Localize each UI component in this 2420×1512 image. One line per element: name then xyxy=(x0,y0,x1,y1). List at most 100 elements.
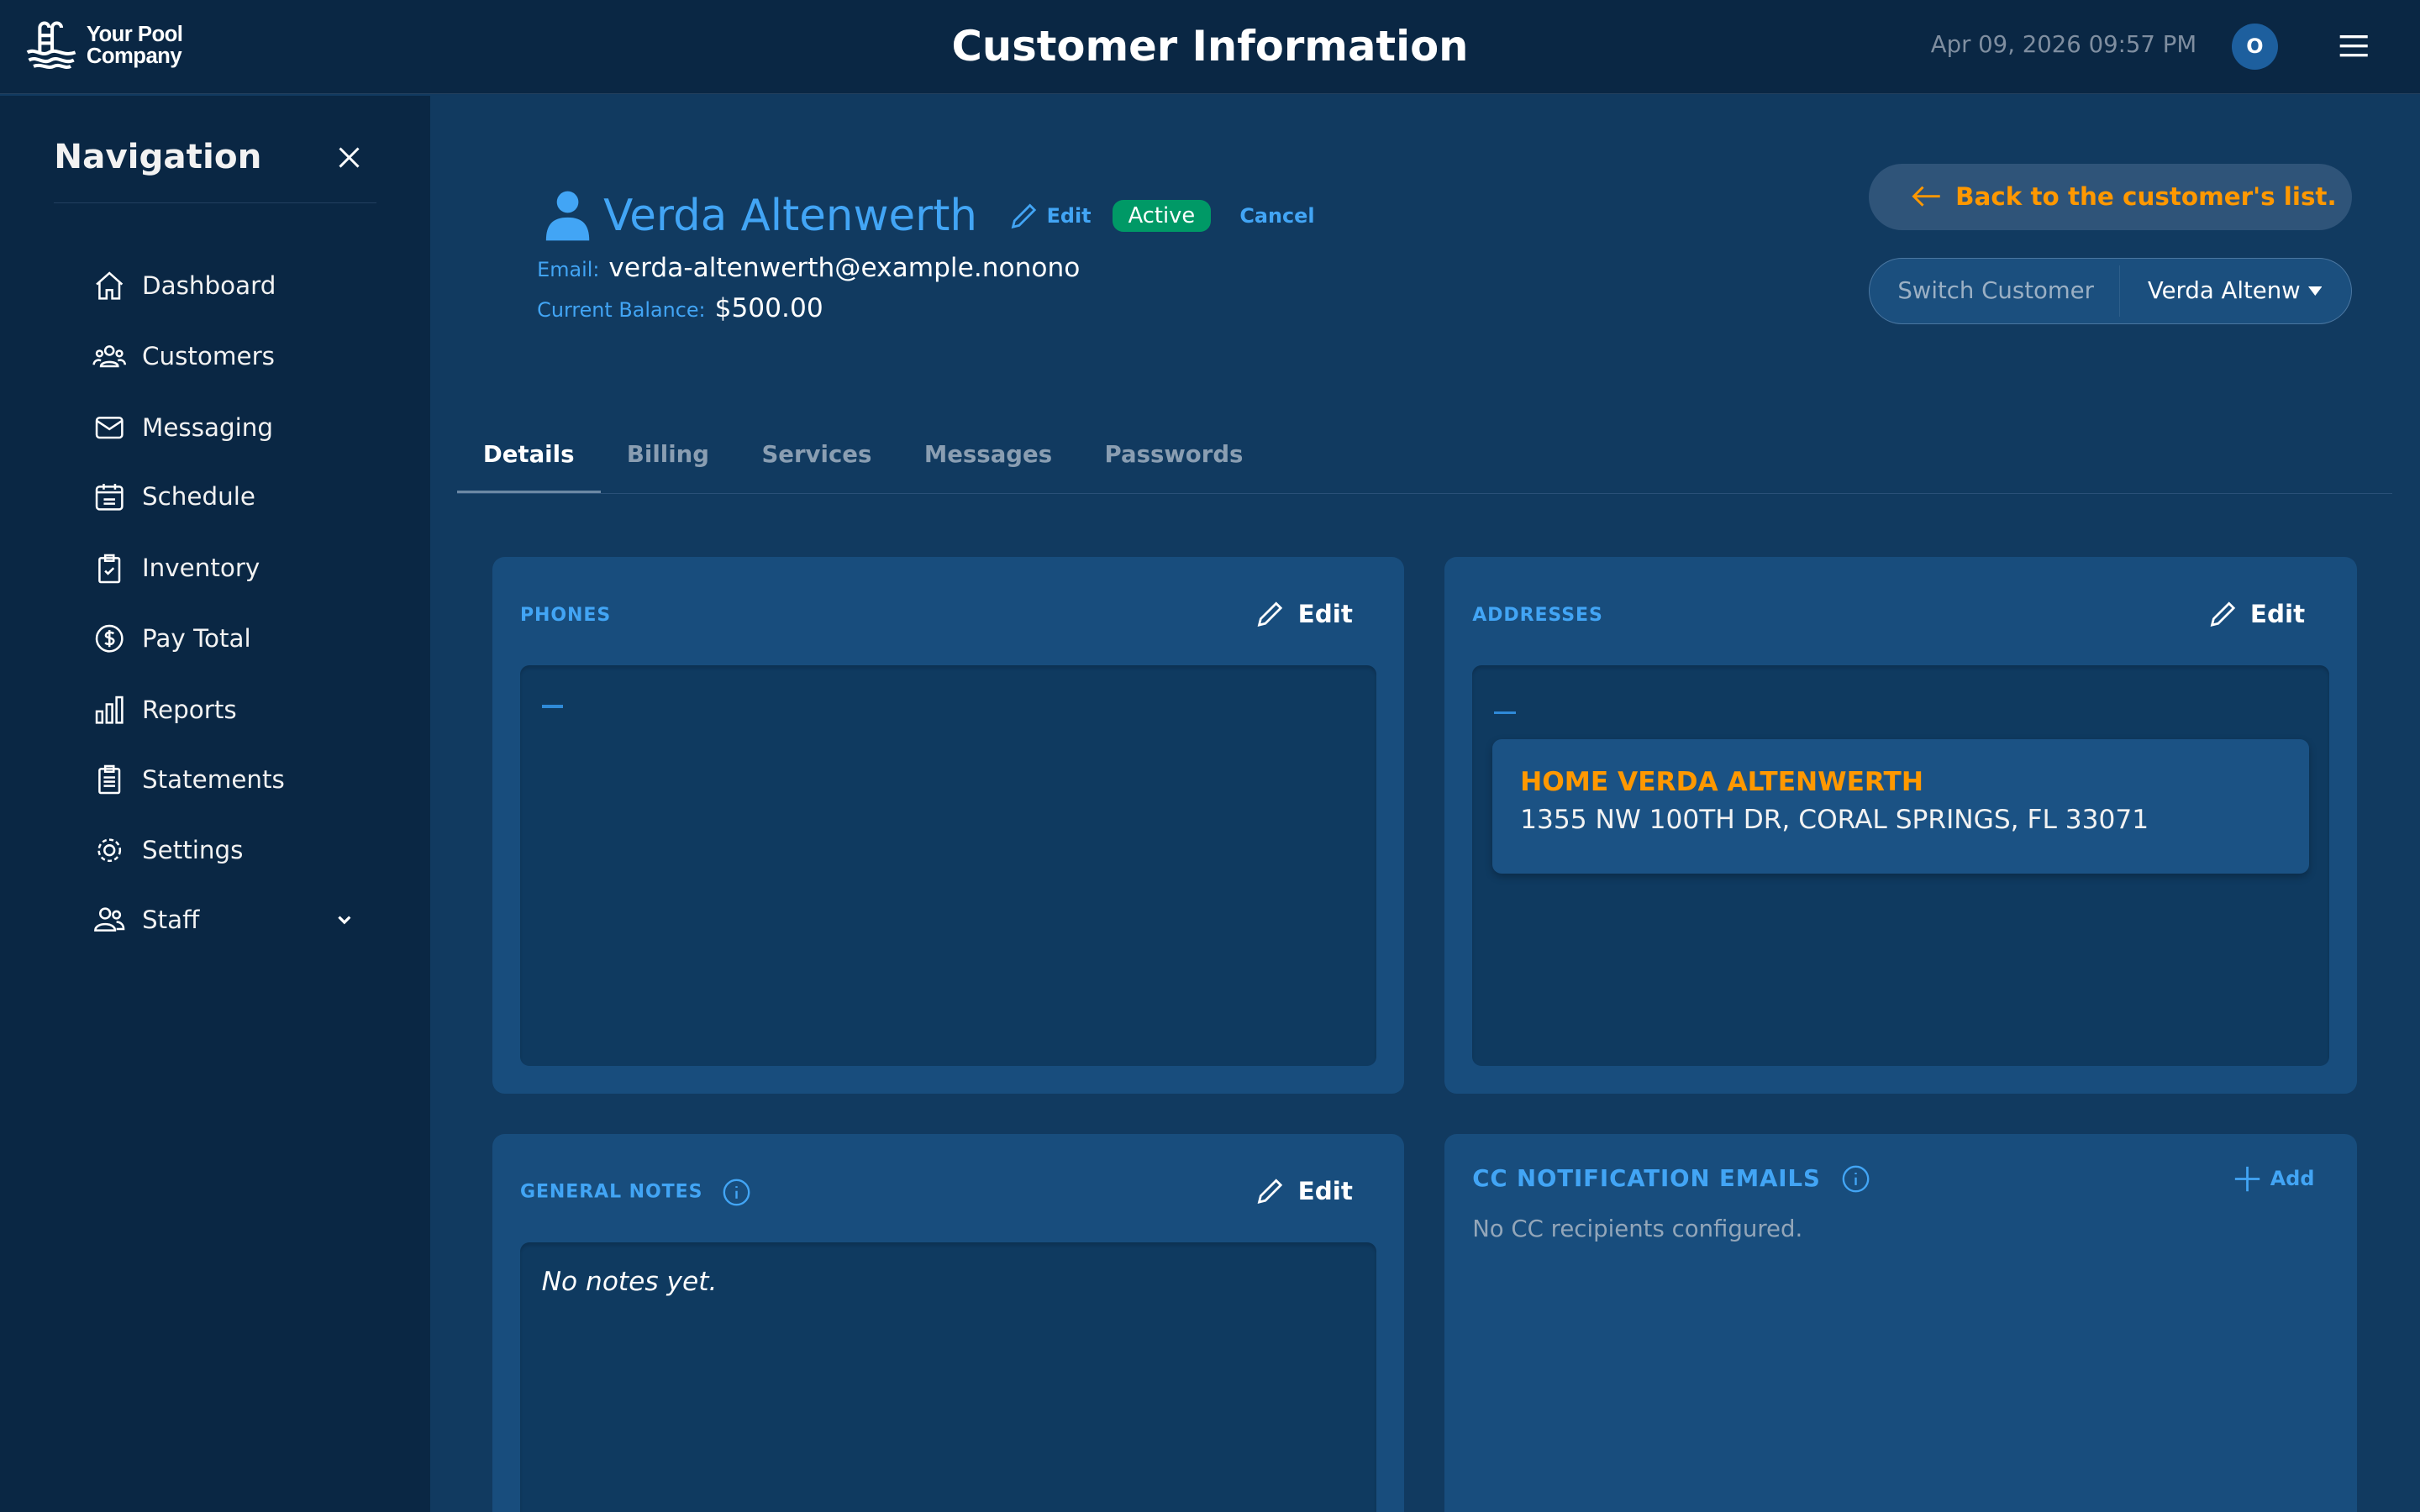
sidebar-item-label: Reports xyxy=(141,695,237,724)
mail-icon xyxy=(95,416,124,438)
email-label: Email: xyxy=(537,258,600,282)
calendar-icon xyxy=(95,484,124,511)
add-cc-button[interactable]: Add xyxy=(2233,1165,2315,1193)
chevron-down-icon[interactable] xyxy=(334,909,355,931)
user-icon xyxy=(546,191,590,241)
add-label: Add xyxy=(2270,1167,2315,1191)
main-content: Verda Altenwerth Edit Active Cancel Emai… xyxy=(430,96,2420,1512)
phones-title: PHONES xyxy=(519,604,612,626)
caret-down-icon xyxy=(2307,286,2323,296)
edit-label: Edit xyxy=(1046,204,1092,228)
sidebar-item-inventory[interactable]: Inventory xyxy=(92,544,355,591)
home-icon xyxy=(96,270,124,300)
empty-dash xyxy=(1493,711,1516,715)
info-icon[interactable] xyxy=(1842,1165,1870,1193)
info-icon[interactable] xyxy=(723,1179,750,1206)
status-badge: Active xyxy=(1113,200,1211,232)
staff-icon xyxy=(94,907,125,932)
sidebar-item-dashboard[interactable]: Dashboard xyxy=(92,262,355,308)
hamburger-menu-icon[interactable] xyxy=(2337,34,2370,58)
pool-logo-icon xyxy=(27,21,76,70)
phones-list xyxy=(519,664,1377,1067)
company-logo[interactable]: Your Pool Company xyxy=(24,18,183,74)
tab-services[interactable]: Services xyxy=(761,441,872,469)
edit-label: Edit xyxy=(1297,600,1353,628)
tab-billing[interactable]: Billing xyxy=(626,441,710,469)
back-to-list-button[interactable]: Back to the customer's list. xyxy=(1869,163,2353,230)
sidebar-item-messaging[interactable]: Messaging xyxy=(92,404,355,450)
edit-addresses-button[interactable]: Edit xyxy=(2207,597,2306,631)
notes-title: GENERAL NOTES xyxy=(519,1181,703,1203)
switch-customer-label: Switch Customer xyxy=(1870,265,2120,317)
sidebar: Navigation Dashboard Customers Messaging… xyxy=(0,95,431,1512)
address-line: 1355 NW 100TH DR, CORAL SPRINGS, FL 3307… xyxy=(1520,804,2149,835)
address-name: HOME VERDA ALTENWERTH xyxy=(1520,766,1923,797)
customer-balance: Current Balance: $500.00 xyxy=(537,293,823,323)
cc-title: CC NOTIFICATION EMAILS xyxy=(1472,1164,1821,1192)
nav-title: Navigation xyxy=(54,135,262,176)
addresses-title: ADDRESSES xyxy=(1472,604,1603,626)
sidebar-item-schedule[interactable]: Schedule xyxy=(92,474,355,520)
sidebar-item-label: Dashboard xyxy=(141,270,276,300)
user-avatar[interactable]: O xyxy=(2231,23,2278,70)
sidebar-item-label: Statements xyxy=(141,764,285,794)
edit-notes-button[interactable]: Edit xyxy=(1255,1174,1353,1208)
sidebar-item-label: Schedule xyxy=(141,482,255,512)
tab-details[interactable]: Details xyxy=(456,420,601,493)
cancel-button[interactable]: Cancel xyxy=(1239,204,1315,228)
switch-customer-value: Verda Altenw xyxy=(2147,277,2301,305)
sidebar-item-label: Customers xyxy=(141,342,275,371)
top-header: Your Pool Company Customer Information Ap… xyxy=(0,0,2420,95)
clipboard-check-icon xyxy=(98,554,121,584)
sidebar-item-pay-total[interactable]: Pay Total xyxy=(92,616,355,662)
notes-title-row: GENERAL NOTES xyxy=(520,1179,750,1206)
pencil-icon xyxy=(1257,601,1283,627)
sidebar-item-statements[interactable]: Statements xyxy=(92,756,355,802)
document-icon xyxy=(98,765,121,795)
customer-email: Email: verda-altenwerth@example.nonono xyxy=(537,253,1080,283)
email-value: verda-altenwerth@example.nonono xyxy=(608,253,1081,284)
dollar-icon xyxy=(95,624,124,653)
sidebar-item-label: Messaging xyxy=(141,412,274,442)
edit-phones-button[interactable]: Edit xyxy=(1255,597,1353,631)
tab-messages[interactable]: Messages xyxy=(923,441,1053,469)
customer-name: Verda Altenwerth xyxy=(603,191,977,242)
tab-bar: Details Billing Services Messages Passwo… xyxy=(456,420,2392,494)
cc-title-row: CC NOTIFICATION EMAILS xyxy=(1472,1165,1870,1194)
pencil-icon xyxy=(2210,601,2235,627)
cc-empty-text: No CC recipients configured. xyxy=(1472,1215,1803,1243)
balance-label: Current Balance: xyxy=(537,297,706,322)
logo-text-line1: Your Pool xyxy=(86,23,183,47)
gear-icon xyxy=(97,838,122,862)
empty-dash xyxy=(541,705,564,709)
sidebar-item-customers[interactable]: Customers xyxy=(92,333,355,380)
sidebar-item-label: Staff xyxy=(141,905,200,934)
address-item[interactable]: HOME VERDA ALTENWERTH 1355 NW 100TH DR, … xyxy=(1492,738,2309,874)
addresses-card: ADDRESSES Edit HOME VERDA ALTENWERTH 135… xyxy=(1444,557,2357,1095)
switch-customer-select[interactable]: Switch Customer Verda Altenw xyxy=(1869,257,2353,324)
sidebar-item-label: Settings xyxy=(141,836,244,865)
sidebar-item-label: Inventory xyxy=(141,553,260,582)
tab-passwords[interactable]: Passwords xyxy=(1104,441,1244,469)
notes-text: No notes yet. xyxy=(541,1266,718,1297)
phones-card: PHONES Edit xyxy=(492,557,1405,1095)
addresses-list: HOME VERDA ALTENWERTH 1355 NW 100TH DR, … xyxy=(1472,664,2329,1067)
nav-divider xyxy=(54,202,377,204)
arrow-left-icon xyxy=(1912,186,1940,207)
edit-customer-button[interactable]: Edit xyxy=(1008,201,1092,232)
pencil-icon xyxy=(1257,1179,1283,1204)
edit-label: Edit xyxy=(1297,1176,1353,1205)
edit-label: Edit xyxy=(2249,600,2306,628)
bar-chart-icon xyxy=(95,696,124,724)
sidebar-item-settings[interactable]: Settings xyxy=(92,827,355,873)
sidebar-item-label: Pay Total xyxy=(141,624,251,654)
sidebar-item-reports[interactable]: Reports xyxy=(92,686,355,732)
customer-header: Verda Altenwerth Edit Active Cancel xyxy=(544,188,1315,244)
users-icon xyxy=(92,345,127,368)
close-icon[interactable] xyxy=(335,144,363,171)
notes-box: No notes yet. xyxy=(519,1242,1377,1512)
current-datetime: Apr 09, 2026 09:57 PM xyxy=(1930,30,2197,58)
general-notes-card: GENERAL NOTES Edit No notes yet. xyxy=(492,1133,1405,1512)
cc-emails-card: CC NOTIFICATION EMAILS Add No CC recipie… xyxy=(1444,1133,2357,1512)
sidebar-item-staff[interactable]: Staff xyxy=(92,896,355,942)
